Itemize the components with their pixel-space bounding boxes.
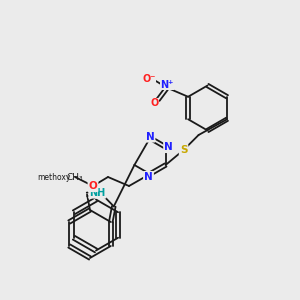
Text: O: O (88, 181, 98, 191)
Text: O: O (151, 98, 159, 108)
Text: N⁺: N⁺ (160, 80, 174, 90)
Text: S: S (180, 145, 187, 155)
Text: CH₃: CH₃ (67, 172, 83, 182)
Text: N: N (146, 131, 154, 142)
Text: methoxy: methoxy (37, 172, 70, 182)
Text: NH: NH (89, 188, 106, 198)
Text: N: N (164, 142, 173, 152)
Text: O⁻: O⁻ (142, 74, 156, 84)
Text: N: N (144, 172, 153, 182)
